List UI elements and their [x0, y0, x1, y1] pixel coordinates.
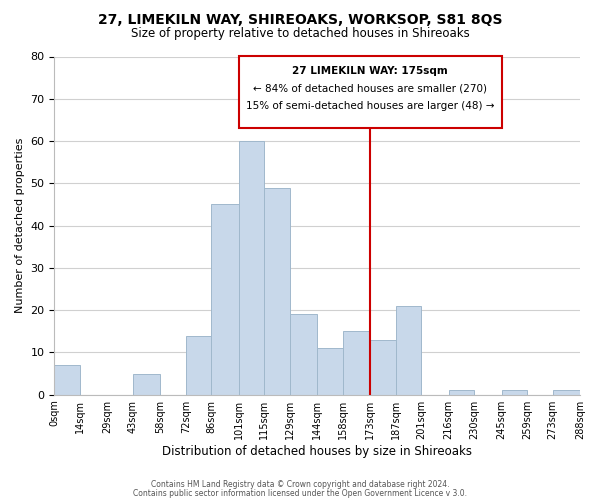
Bar: [317, 348, 343, 395]
Bar: [395, 306, 421, 394]
Bar: [449, 390, 474, 394]
Bar: [239, 141, 264, 395]
Bar: [133, 374, 160, 394]
Text: Size of property relative to detached houses in Shireoaks: Size of property relative to detached ho…: [131, 28, 469, 40]
Bar: [502, 390, 527, 394]
Bar: [553, 390, 580, 394]
Bar: [290, 314, 317, 394]
Y-axis label: Number of detached properties: Number of detached properties: [15, 138, 25, 314]
Text: 27, LIMEKILN WAY, SHIREOAKS, WORKSOP, S81 8QS: 27, LIMEKILN WAY, SHIREOAKS, WORKSOP, S8…: [98, 12, 502, 26]
Text: Contains HM Land Registry data © Crown copyright and database right 2024.: Contains HM Land Registry data © Crown c…: [151, 480, 449, 489]
Bar: [370, 340, 395, 394]
Bar: [264, 188, 290, 394]
Bar: [343, 332, 370, 394]
Bar: [211, 204, 239, 394]
X-axis label: Distribution of detached houses by size in Shireoaks: Distribution of detached houses by size …: [162, 444, 472, 458]
Text: ← 84% of detached houses are smaller (270): ← 84% of detached houses are smaller (27…: [253, 84, 487, 94]
Bar: [55, 365, 80, 394]
Bar: [186, 336, 211, 394]
Text: Contains public sector information licensed under the Open Government Licence v : Contains public sector information licen…: [133, 488, 467, 498]
Bar: [239, 56, 502, 128]
Text: 27 LIMEKILN WAY: 175sqm: 27 LIMEKILN WAY: 175sqm: [292, 66, 448, 76]
Text: 15% of semi-detached houses are larger (48) →: 15% of semi-detached houses are larger (…: [246, 101, 494, 111]
